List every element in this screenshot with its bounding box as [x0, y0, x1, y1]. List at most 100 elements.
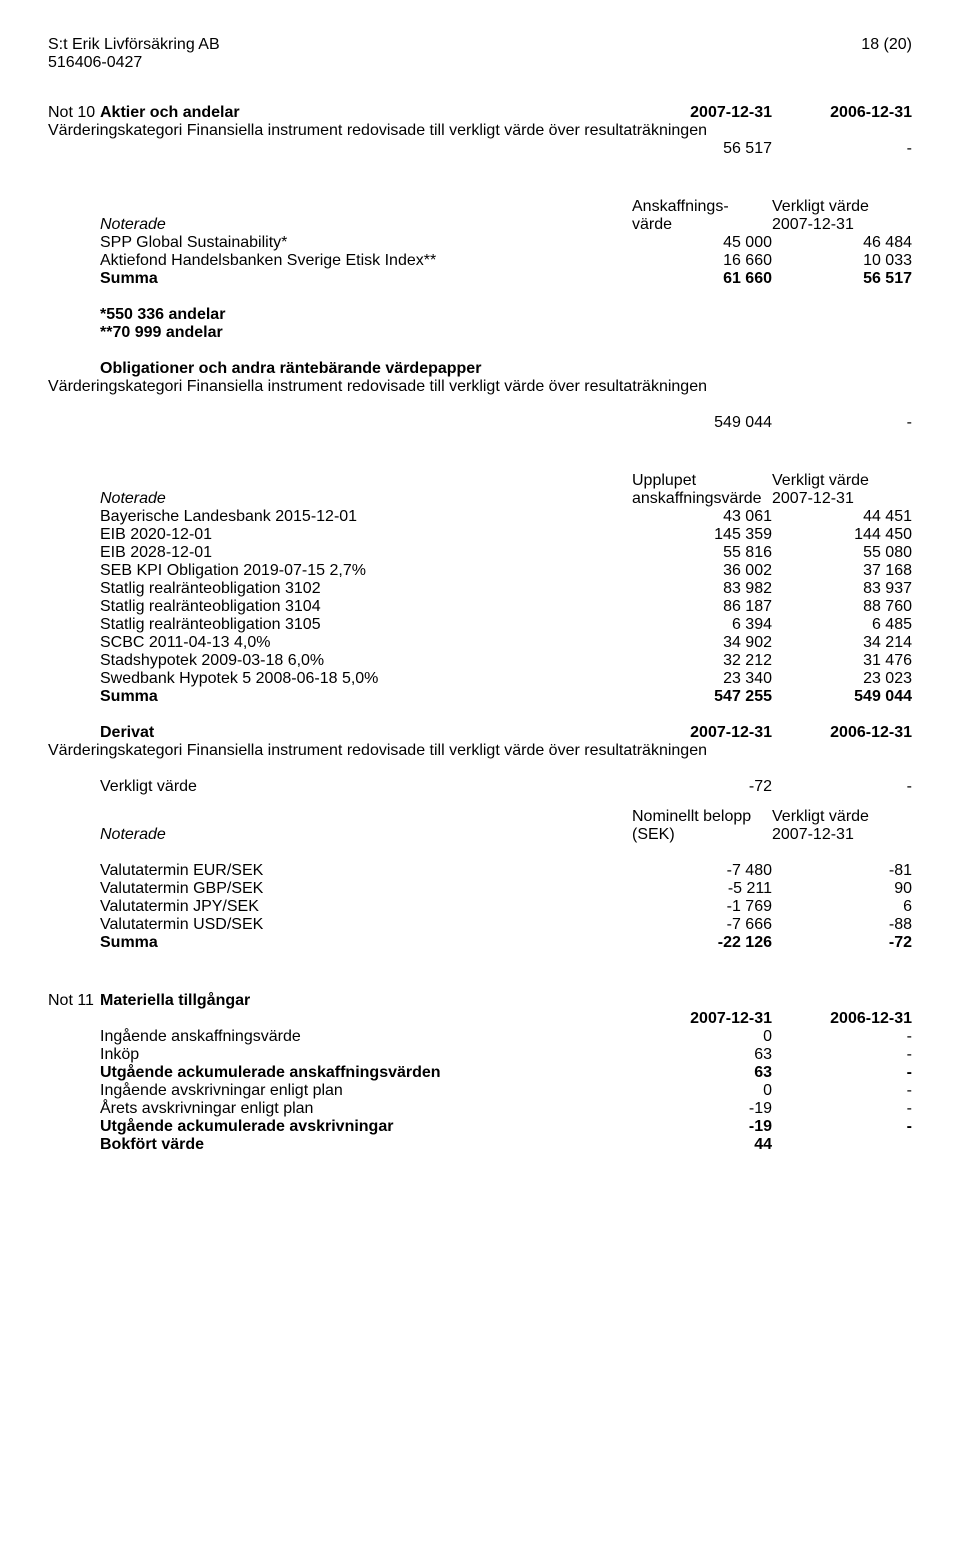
row-val-b: 31 476 [772, 652, 912, 670]
t3-noterade: Noterade [100, 826, 632, 844]
row-label: Swedbank Hypotek 5 2008-06-18 5,0% [100, 670, 632, 688]
derivat-desc: Värderingskategori Finansiella instrumen… [48, 742, 912, 760]
row-label: Valutatermin GBP/SEK [100, 880, 632, 898]
table-row: Swedbank Hypotek 5 2008-06-18 5,0%23 340… [100, 670, 912, 688]
not10-col1: 2007-12-31 [632, 104, 772, 122]
table-row: SCBC 2011-04-13 4,0%34 90234 214 [100, 634, 912, 652]
table2-header-row2: Noterade anskaffningsvärde 2007-12-31 [100, 490, 912, 508]
not10-title-row: Not 10 Aktier och andelar 2007-12-31 200… [48, 104, 912, 122]
page-header: S:t Erik Livförsäkring AB 516406-0427 18… [48, 36, 912, 72]
table-row: Statlig realränteobligation 310486 18788… [100, 598, 912, 616]
t1-h-col2b: 2007-12-31 [772, 216, 912, 234]
t1-noterade: Noterade [100, 216, 632, 234]
t1-sum-a: 61 660 [632, 270, 772, 288]
derivat-col1: 2007-12-31 [632, 724, 772, 742]
not11-body: 2007-12-31 2006-12-31 Ingående anskaffni… [48, 1010, 912, 1154]
table-row: Valutatermin GBP/SEK-5 21190 [100, 880, 912, 898]
t3-h-col2b: 2007-12-31 [772, 826, 912, 844]
row-val-a: 45 000 [632, 234, 772, 252]
table-row: SPP Global Sustainability*45 00046 484 [100, 234, 912, 252]
table-row: Valutatermin EUR/SEK-7 480-81 [100, 862, 912, 880]
row-val-b: - [772, 1028, 912, 1046]
row-val-b: 88 760 [772, 598, 912, 616]
t3-sum-a: -22 126 [632, 934, 772, 952]
row-val-b: 46 484 [772, 234, 912, 252]
table-row: SEB KPI Obligation 2019-07-15 2,7%36 002… [100, 562, 912, 580]
t2-sum-a: 547 255 [632, 688, 772, 706]
t3-h-col1b: (SEK) [632, 826, 772, 844]
row-label: Utgående ackumulerade anskaffningsvärden [100, 1064, 632, 1082]
t3-sum-b: -72 [772, 934, 912, 952]
derivat-col2: 2006-12-31 [772, 724, 912, 742]
table-row: Årets avskrivningar enligt plan-19- [100, 1100, 912, 1118]
table-row: Valutatermin JPY/SEK-1 7696 [100, 898, 912, 916]
row-label: Stadshypotek 2009-03-18 6,0% [100, 652, 632, 670]
row-val-b: 55 080 [772, 544, 912, 562]
row-label: Ingående anskaffningsvärde [100, 1028, 632, 1046]
row-label: Bokfört värde [100, 1136, 632, 1154]
row-val-b: - [772, 1100, 912, 1118]
row-label: Statlig realränteobligation 3102 [100, 580, 632, 598]
row-val-b: 144 450 [772, 526, 912, 544]
derivat-vv-a: -72 [632, 778, 772, 796]
t2-sum-row: Summa 547 255 549 044 [100, 688, 912, 706]
row-label: Bayerische Landesbank 2015-12-01 [100, 508, 632, 526]
oblig-val-row: 549 044 - [48, 414, 912, 432]
table-row: Utgående ackumulerade avskrivningar-19- [100, 1118, 912, 1136]
derivat-vv-label: Verkligt värde [100, 778, 632, 796]
row-label: EIB 2028-12-01 [100, 544, 632, 562]
t1-foot2: **70 999 andelar [100, 324, 912, 342]
row-val-b: - [772, 1046, 912, 1064]
row-val-a: 16 660 [632, 252, 772, 270]
not11-label: Not 11 [48, 992, 100, 1010]
t2-h-col2b: 2007-12-31 [772, 490, 912, 508]
row-val-b [772, 1136, 912, 1154]
table-row: Ingående anskaffningsvärde0- [100, 1028, 912, 1046]
row-val-b: -88 [772, 916, 912, 934]
row-val-a: 86 187 [632, 598, 772, 616]
not11-col2: 2006-12-31 [772, 1010, 912, 1028]
row-val-b: - [772, 1118, 912, 1136]
row-label: Valutatermin USD/SEK [100, 916, 632, 934]
row-val-b: 90 [772, 880, 912, 898]
oblig-block: Obligationer och andra räntebärande värd… [48, 360, 912, 378]
row-val-a: -7 480 [632, 862, 772, 880]
row-val-a: 63 [632, 1046, 772, 1064]
row-val-b: 6 485 [772, 616, 912, 634]
row-val-a: -5 211 [632, 880, 772, 898]
row-val-a: 23 340 [632, 670, 772, 688]
row-val-b: - [772, 1064, 912, 1082]
t3-sum-l: Summa [100, 934, 632, 952]
table-row: Inköp63- [100, 1046, 912, 1064]
row-val-a: 63 [632, 1064, 772, 1082]
row-label: EIB 2020-12-01 [100, 526, 632, 544]
derivat-vv: Verkligt värde -72 - [48, 778, 912, 796]
table-row: Utgående ackumulerade anskaffningsvärden… [100, 1064, 912, 1082]
table3-header-row1: Nominellt belopp Verkligt värde [100, 808, 912, 826]
row-label: Statlig realränteobligation 3105 [100, 616, 632, 634]
row-val-b: -81 [772, 862, 912, 880]
oblig-title: Obligationer och andra räntebärande värd… [100, 360, 912, 378]
header-left: S:t Erik Livförsäkring AB 516406-0427 [48, 36, 220, 72]
row-val-a: -19 [632, 1100, 772, 1118]
table1-header-row1: Anskaffnings- Verkligt värde [100, 198, 912, 216]
row-val-a: 6 394 [632, 616, 772, 634]
row-val-a: 43 061 [632, 508, 772, 526]
row-val-a: -7 666 [632, 916, 772, 934]
t3-sum-row: Summa -22 126 -72 [100, 934, 912, 952]
t2-sum-b: 549 044 [772, 688, 912, 706]
t3-h-col1a: Nominellt belopp [632, 808, 772, 826]
derivat-title: Derivat [100, 724, 632, 742]
not10-val2: - [772, 140, 912, 158]
t1-sum-row: Summa 61 660 56 517 [100, 270, 912, 288]
row-val-b: 23 023 [772, 670, 912, 688]
oblig-val1: 549 044 [632, 414, 772, 432]
row-val-a: 83 982 [632, 580, 772, 598]
table-row: EIB 2028-12-0155 81655 080 [100, 544, 912, 562]
table2-header-row1: Upplupet Verkligt värde [100, 472, 912, 490]
row-label: Statlig realränteobligation 3104 [100, 598, 632, 616]
t2-h-col2a: Verkligt värde [772, 472, 912, 490]
derivat-vv-row: Verkligt värde -72 - [100, 778, 912, 796]
oblig-desc: Värderingskategori Finansiella instrumen… [48, 378, 912, 396]
t1-h-col1a: Anskaffnings- [632, 198, 772, 216]
